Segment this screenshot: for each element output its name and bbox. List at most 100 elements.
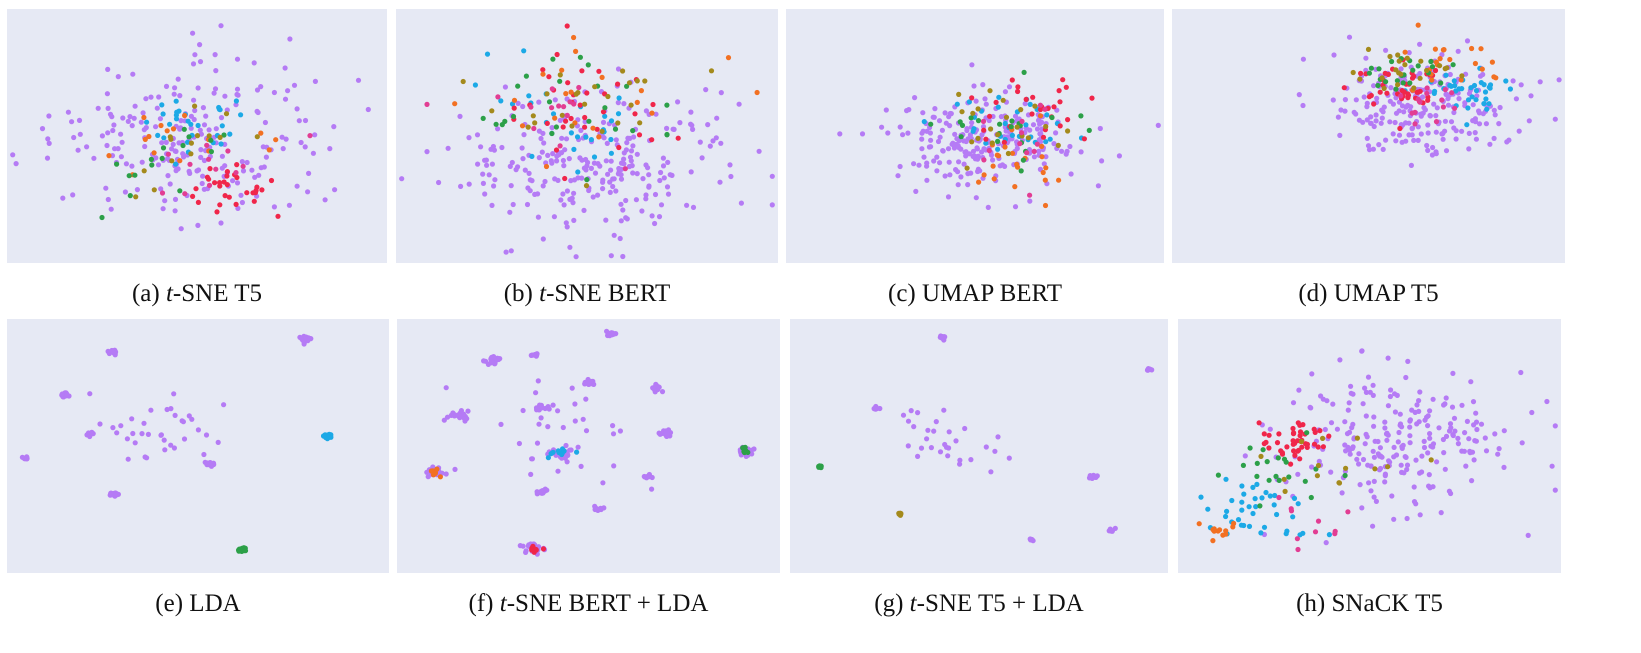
point-violet [1425,450,1431,456]
point-violet [99,133,105,139]
point-violet [623,197,629,204]
point-cyan [921,119,927,125]
point-violet [578,127,584,133]
point-violet [558,197,564,203]
cluster-green [480,54,670,183]
point-violet [982,96,988,102]
point-violet [332,187,338,193]
point-pink [557,143,563,149]
point-red [993,99,999,105]
point-green [1366,70,1372,76]
point-red [981,127,987,133]
point-violet [153,124,159,130]
point-violet [1417,70,1423,77]
point-violet [1014,145,1020,152]
point-violet [172,208,178,214]
point-green [1400,80,1406,86]
point-violet [1434,105,1440,111]
point-violet [615,171,621,177]
point-green [1428,58,1434,65]
point-violet [542,178,548,185]
point-pink [576,84,582,91]
point-green [126,173,132,179]
point-violet [294,183,300,189]
point-cyan [995,146,1001,152]
point-cyan [1223,513,1229,520]
point-violet [45,136,51,142]
point-violet [1468,379,1474,385]
point-violet [952,131,958,137]
point-red [1385,71,1391,77]
point-pink [1439,97,1445,103]
point-violet [1431,101,1437,107]
point-cyan [173,98,179,104]
point-violet [1419,453,1425,459]
point-cyan [1002,120,1008,127]
point-violet [1513,96,1519,102]
point-violet [1501,428,1507,434]
point-violet [1364,100,1370,106]
point-violet [1427,435,1433,441]
point-violet [1296,387,1302,393]
point-violet [1051,141,1057,147]
point-violet [1483,121,1489,127]
point-violet [1426,472,1432,478]
point-violet [521,132,527,138]
point-cyan [1291,495,1298,501]
point-green [493,121,499,127]
point-violet [282,65,288,71]
point-cyan [548,451,554,457]
scatter-svg [1196,348,1558,553]
point-violet [77,131,83,137]
point-cyan [1481,82,1487,88]
point-violet [1330,97,1336,103]
cluster-violet [871,403,883,412]
point-cyan [195,122,201,129]
point-green [928,121,934,127]
point-olive [573,91,579,97]
cluster-violet [528,351,540,359]
point-violet [108,206,114,212]
point-orange [540,71,546,77]
point-violet [707,143,713,149]
point-violet [1447,421,1454,427]
point-orange [1039,143,1045,149]
point-violet [1442,466,1448,472]
point-violet [1518,82,1524,88]
point-violet [624,216,630,222]
point-violet [970,153,976,159]
point-violet [934,168,940,174]
point-violet [643,108,649,114]
cluster-green [236,545,249,554]
point-violet [540,130,546,136]
point-cyan [1023,122,1029,128]
point-violet [218,220,224,226]
point-violet [1338,107,1344,113]
point-violet [570,200,576,206]
cluster-red [190,162,281,219]
point-olive [964,165,970,171]
point-pink [240,163,246,169]
point-violet [1449,404,1456,410]
point-olive [217,134,223,140]
point-violet [255,109,261,116]
point-violet [580,416,586,422]
point-violet [550,402,556,408]
point-violet [89,431,95,437]
point-olive [532,120,538,126]
point-green [630,128,636,134]
point-cyan [602,113,608,119]
point-pink [213,166,219,172]
scatter-plot-h [1178,319,1561,573]
point-violet [718,90,724,96]
point-violet [1359,348,1365,354]
point-violet [46,113,52,119]
point-pink [567,99,573,105]
point-violet [538,488,544,494]
point-violet [130,71,136,77]
point-violet [1459,448,1465,454]
point-violet [588,165,594,171]
point-red [214,209,220,215]
point-violet [1342,419,1348,425]
point-violet [555,177,561,183]
